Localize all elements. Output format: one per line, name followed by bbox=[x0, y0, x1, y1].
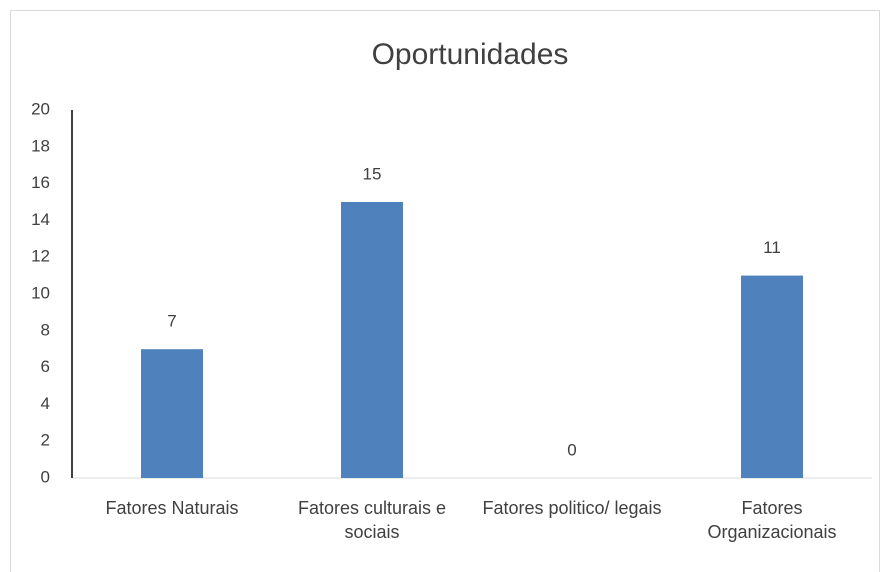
y-tick-label: 10 bbox=[31, 283, 50, 302]
bar bbox=[741, 275, 803, 478]
x-tick-label: Fatores politico/ legais bbox=[482, 498, 662, 518]
x-tick-label: Fatores culturais e sociais bbox=[297, 498, 447, 542]
y-tick-label: 4 bbox=[41, 394, 50, 413]
y-tick-label: 6 bbox=[41, 357, 50, 376]
y-tick-label: 0 bbox=[41, 467, 50, 486]
y-tick-label: 16 bbox=[31, 173, 50, 192]
y-tick-label: 20 bbox=[31, 99, 50, 118]
y-tick-label: 8 bbox=[41, 320, 50, 339]
bar bbox=[141, 349, 203, 478]
data-label: 11 bbox=[763, 238, 781, 257]
chart-title: Oportunidades bbox=[372, 38, 569, 71]
data-label: 7 bbox=[167, 312, 176, 331]
bar bbox=[341, 202, 403, 478]
y-tick-label: 18 bbox=[31, 136, 50, 155]
x-tick-label: Fatores Naturais bbox=[105, 498, 239, 518]
y-tick-label: 2 bbox=[41, 431, 50, 450]
data-label: 15 bbox=[363, 164, 382, 183]
y-tick-label: 12 bbox=[31, 247, 50, 266]
data-label: 0 bbox=[567, 440, 576, 459]
y-tick-label: 14 bbox=[31, 210, 50, 229]
x-tick-label: Fatores Organizacionais bbox=[707, 498, 837, 542]
